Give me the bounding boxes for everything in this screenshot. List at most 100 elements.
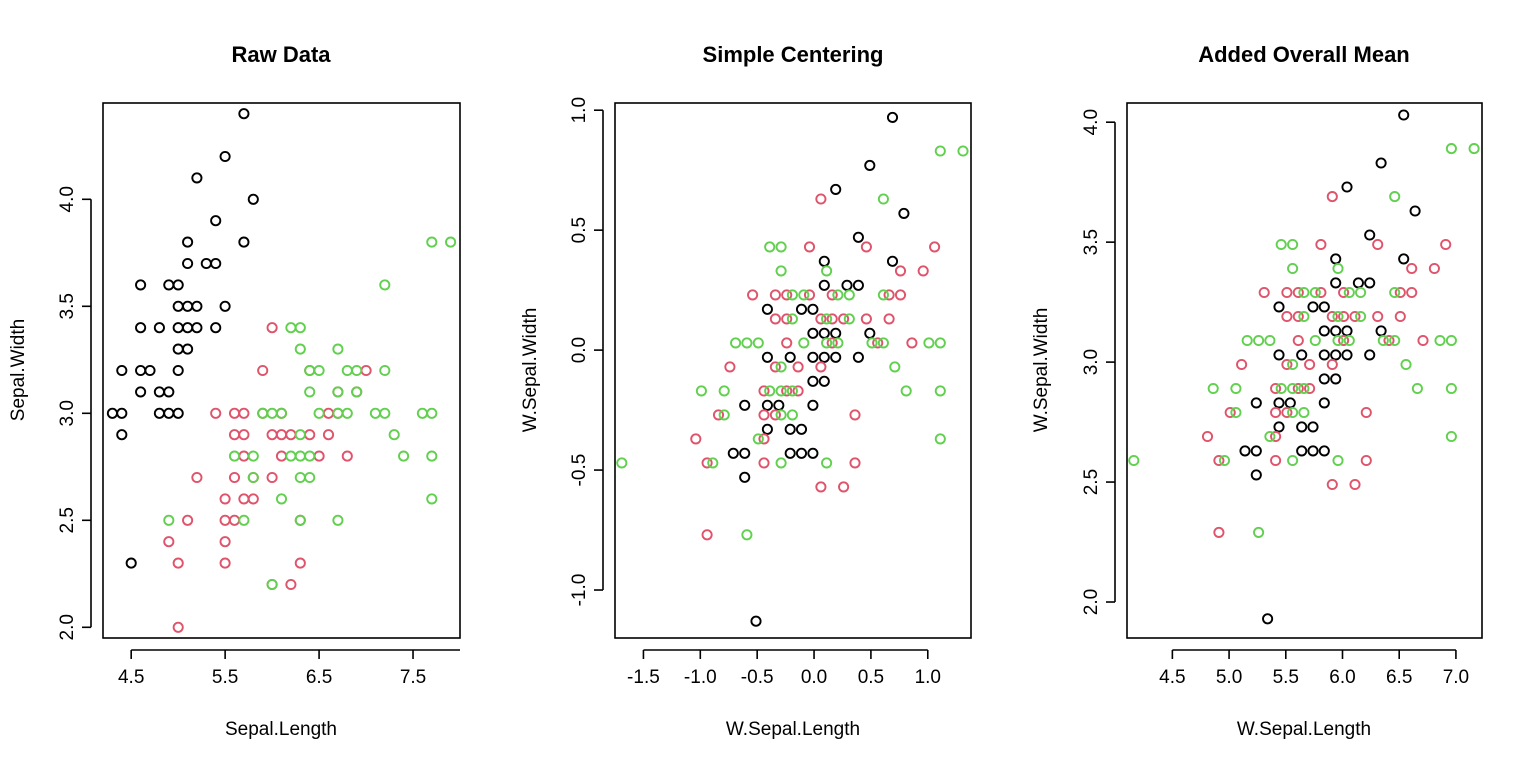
data-point [1406,262,1418,275]
data-point [775,361,787,373]
y-tick-label: 2.5 [1081,469,1102,495]
data-point [792,385,804,397]
data-point [1315,286,1327,299]
data-point [1296,445,1308,457]
data-point [351,386,363,398]
data-point [228,514,241,526]
data-point [182,236,194,248]
data-point [1330,373,1342,385]
data-point [838,481,850,493]
data-point [1270,406,1282,419]
data-point [275,429,288,441]
data-point [1250,445,1262,457]
data-point [351,364,363,377]
data-point [219,557,231,569]
data-point [695,385,707,397]
data-point [1292,286,1304,299]
data-point [1264,334,1276,347]
data-point [826,313,838,325]
data-point [163,536,175,548]
data-point [1406,286,1418,299]
data-point [718,409,730,421]
data-point [163,407,175,419]
data-point [1389,286,1401,299]
data-point [739,471,751,483]
data-point [1360,406,1372,419]
data-point [761,423,773,435]
data-point [163,386,175,398]
data-point [877,289,889,301]
data-point [1307,301,1319,313]
data-point [1273,349,1285,361]
data-point [1417,334,1429,347]
data-point [172,300,184,312]
data-point [332,343,344,355]
data-point [285,450,297,462]
data-point [238,108,250,120]
data-point [786,385,798,397]
data-point [860,241,872,253]
chart-title: Simple Centering [703,42,884,67]
data-point [773,399,785,411]
data-point [830,183,842,195]
data-point [313,407,325,419]
data-point [304,471,316,484]
y-tick-label: 3.0 [57,400,78,426]
data-point [1326,478,1338,491]
data-point [1445,334,1457,347]
x-tick-label: -1.5 [627,667,660,688]
data-point [1287,358,1299,371]
data-point [341,407,353,419]
data-point [815,481,827,493]
data-point [1273,397,1285,409]
chart-title: Raw Data [231,42,331,67]
data-point [739,447,751,459]
data-point [191,172,203,184]
data-point [191,471,203,484]
data-point [934,145,946,157]
data-point [1400,358,1412,371]
data-point [775,241,787,253]
data-point [775,409,787,421]
data-point [747,289,759,301]
data-point [769,361,781,373]
data-point [1440,238,1452,251]
data-points [106,108,457,633]
data-point [1445,382,1457,395]
data-point [1250,397,1262,409]
data-point [906,337,918,349]
data-point [313,364,325,377]
data-point [172,557,184,569]
data-point [864,159,876,171]
data-point [784,447,796,459]
data-point [247,493,259,505]
data-point [1330,253,1342,265]
data-point [210,215,222,227]
data-point [795,303,808,315]
data-point [741,529,753,541]
data-point [341,450,353,462]
data-point [1296,421,1308,433]
data-point [1349,478,1361,491]
data-point [1428,262,1440,275]
data-point [294,450,306,462]
data-point [807,351,819,363]
data-point [917,265,929,277]
data-point [294,429,306,441]
data-point [872,337,884,349]
data-point [426,407,438,419]
data-point [1218,454,1231,467]
data-point [1394,286,1406,299]
x-tick-label: -0.5 [741,667,774,688]
data-point [1330,277,1342,289]
data-point [769,409,781,421]
data-point [758,433,770,445]
data-point [247,193,259,205]
y-tick-label: 3.5 [57,293,78,319]
data-point [182,343,194,355]
y-tick-label: -1.0 [569,574,590,607]
data-point [818,375,830,387]
data-point [852,351,864,363]
data-point [1307,421,1319,433]
